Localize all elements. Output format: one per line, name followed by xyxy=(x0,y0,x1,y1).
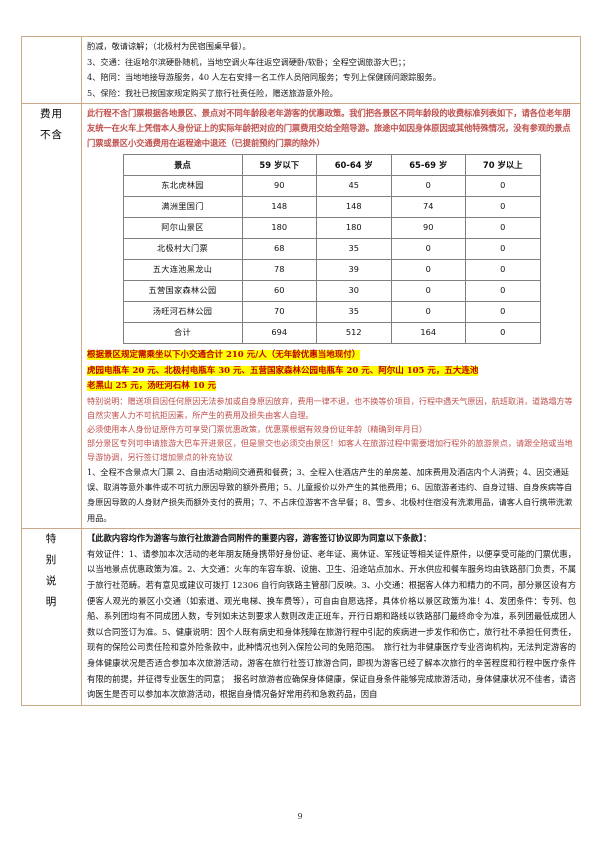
price-table-row: 北极村大门票 68 35 0 0 xyxy=(122,238,541,261)
label-cell-special-notes: 特 别 说 明 xyxy=(21,528,82,706)
table-row-continuation: 酌减，敬请谅解；（北极村为民宿围桌早餐）。 3、交通：往返哈尔滨硬卧随机，当地空… xyxy=(21,35,581,105)
label-cell-fee-exclusion: 费用 不含 xyxy=(21,103,82,530)
ticket-price-table: 景点 59 岁以下 60-64 岁 65-69 岁 70 岁以上 东北虎林园 90… xyxy=(122,154,541,345)
price-cell-name: 满洲里国门 xyxy=(122,196,243,219)
continuation-line-1: 酌减，敬请谅解；（北极村为民宿围桌早餐）。 xyxy=(87,41,251,51)
price-cell-value: 45 xyxy=(316,175,392,198)
price-cell-value: 164 xyxy=(390,322,466,345)
price-cell-value: 78 xyxy=(241,259,317,282)
price-cell-value: 39 xyxy=(316,259,392,282)
continuation-line-2: 3、交通：往返哈尔滨硬卧随机，当地空调火车往返空调硬卧/软卧；全程空调旅游大巴；… xyxy=(87,56,411,67)
price-cell-value: 0 xyxy=(465,280,541,303)
price-cell-value: 90 xyxy=(390,217,466,240)
shuttle-highlight-line-1: 根据景区规定需乘坐以下小交通合计 210 元/人（无年龄优惠当地现付） xyxy=(87,350,361,361)
price-table-row: 东北虎林园 90 45 0 0 xyxy=(122,175,541,198)
continuation-content: 酌减，敬请谅解；（北极村为民宿围桌早餐）。 3、交通：往返哈尔滨硬卧随机，当地空… xyxy=(81,35,581,105)
continuation-line-3: 4、陪同：当地地接导游服务，40 人左右安排一名工作人员陪同服务；专列上保健顾问… xyxy=(87,72,441,83)
price-header-4: 70 岁以上 xyxy=(465,154,541,177)
price-cell-value: 0 xyxy=(390,280,466,303)
fee-red-note-3: 部分景区专列可申请旅游大巴车开进景区，但是景交也必须交由景区！如客人在旅游过程中… xyxy=(87,438,573,463)
page-number: 9 xyxy=(297,812,303,821)
price-table-row: 五营国家森林公园 60 30 0 0 xyxy=(122,280,541,303)
price-cell-value: 0 xyxy=(465,175,541,198)
price-cell-value: 0 xyxy=(465,196,541,219)
fee-red-note-1: 特别说明：赠送项目因任何原因无法参加或自身原因放弃，费用一律不退，也不换等价项目… xyxy=(87,395,573,420)
special-label-line-4: 明 xyxy=(45,596,58,609)
fee-numbered-list: 1、全程不含景点大门票 2、自由活动期间交通费和餐费；3、全程入住酒店产生的单房… xyxy=(87,466,573,523)
price-cell-value: 68 xyxy=(241,238,317,261)
price-table-total-row: 合计 694 512 164 0 xyxy=(122,322,541,345)
price-table-row: 阿尔山景区 180 180 90 0 xyxy=(122,217,541,240)
fee-red-note-2: 必须使用本人身份证原件方可享受门票优惠政策，优惠票根据有效身份证年龄（精确到年月… xyxy=(87,424,427,435)
price-header-2: 60-64 岁 xyxy=(316,154,392,177)
price-cell-name: 五营国家森林公园 xyxy=(122,280,243,303)
price-cell-name: 汤旺河石林公园 xyxy=(122,301,243,324)
table-row-special-notes: 特 别 说 明 【此款内容均作为游客与旅行社旅游合同附件的重要内容，游客签订协议… xyxy=(21,528,581,706)
price-cell-name: 北极村大门票 xyxy=(122,238,243,261)
price-cell-name: 合计 xyxy=(122,322,243,345)
price-cell-value: 0 xyxy=(465,238,541,261)
price-cell-value: 0 xyxy=(465,322,541,345)
special-label-line-3: 说 xyxy=(45,575,58,588)
shuttle-highlight-line-2: 虎园电瓶车 20 元、北极村电瓶车 30 元、五营国家森林公园电瓶车 20 元、… xyxy=(87,365,479,376)
price-table-row: 五大连池黑龙山 78 39 0 0 xyxy=(122,259,541,282)
price-cell-value: 60 xyxy=(241,280,317,303)
price-header-3: 65-69 岁 xyxy=(390,154,466,177)
price-cell-value: 694 xyxy=(241,322,317,345)
table-row-fee-exclusion: 费用 不含 此行程不含门票根据各地景区、景点对不同年龄段老年游客的优惠政策。我们… xyxy=(21,103,581,530)
price-cell-value: 148 xyxy=(316,196,392,219)
shuttle-highlight-line-3: 老黑山 25 元，汤旺河石林 10 元 xyxy=(87,381,216,392)
price-cell-value: 90 xyxy=(241,175,317,198)
price-cell-value: 30 xyxy=(316,280,392,303)
price-table-row: 汤旺河石林公园 70 35 0 0 xyxy=(122,301,541,324)
shuttle-highlight-block: 根据景区规定需乘坐以下小交通合计 210 元/人（无年龄优惠当地现付） 虎园电瓶… xyxy=(87,347,576,394)
special-notes-content: 【此款内容均作为游客与旅行社旅游合同附件的重要内容，游客签订协议即为同意以下条款… xyxy=(81,528,581,706)
price-table-row: 满洲里国门 148 148 74 0 xyxy=(122,196,541,219)
price-cell-value: 74 xyxy=(390,196,466,219)
fee-label-line-1: 费用 xyxy=(40,108,63,121)
special-label-line-1: 特 xyxy=(45,533,58,546)
price-cell-value: 0 xyxy=(390,259,466,282)
price-table-header-row: 景点 59 岁以下 60-64 岁 65-69 岁 70 岁以上 xyxy=(122,154,541,177)
price-cell-value: 0 xyxy=(390,301,466,324)
special-label-line-2: 别 xyxy=(45,554,58,567)
special-notes-body: 有效证件：1、请参加本次活动的老年朋友随身携带好身份证、老年证、离休证、军残证等… xyxy=(87,548,576,700)
price-cell-name: 阿尔山景区 xyxy=(122,217,243,240)
price-cell-value: 0 xyxy=(390,238,466,261)
price-cell-value: 0 xyxy=(390,175,466,198)
price-cell-value: 148 xyxy=(241,196,317,219)
price-cell-name: 东北虎林园 xyxy=(122,175,243,198)
price-cell-value: 0 xyxy=(465,217,541,240)
price-header-1: 59 岁以下 xyxy=(241,154,317,177)
itinerary-table: 酌减，敬请谅解；（北极村为民宿围桌早餐）。 3、交通：往返哈尔滨硬卧随机，当地空… xyxy=(21,35,581,706)
price-cell-name: 五大连池黑龙山 xyxy=(122,259,243,282)
price-header-0: 景点 xyxy=(122,154,243,177)
price-cell-value: 180 xyxy=(316,217,392,240)
fee-red-intro: 此行程不含门票根据各地景区、景点对不同年龄段老年游客的优惠政策。我们把各景区不同… xyxy=(87,108,571,148)
price-cell-value: 35 xyxy=(316,238,392,261)
price-cell-value: 180 xyxy=(241,217,317,240)
price-cell-value: 0 xyxy=(465,301,541,324)
continuation-line-4: 5、保险：我社已按国家规定购买了旅行社责任险，赠送旅游意外险。 xyxy=(87,87,338,98)
label-cell-empty xyxy=(21,35,82,105)
price-cell-value: 35 xyxy=(316,301,392,324)
fee-exclusion-content: 此行程不含门票根据各地景区、景点对不同年龄段老年游客的优惠政策。我们把各景区不同… xyxy=(81,103,581,530)
fee-label-line-2: 不含 xyxy=(40,129,63,142)
price-cell-value: 0 xyxy=(465,259,541,282)
price-cell-value: 512 xyxy=(316,322,392,345)
price-cell-value: 70 xyxy=(241,301,317,324)
special-notes-heading: 【此款内容均作为游客与旅行社旅游合同附件的重要内容，游客签订协议即为同意以下条款… xyxy=(87,533,432,544)
